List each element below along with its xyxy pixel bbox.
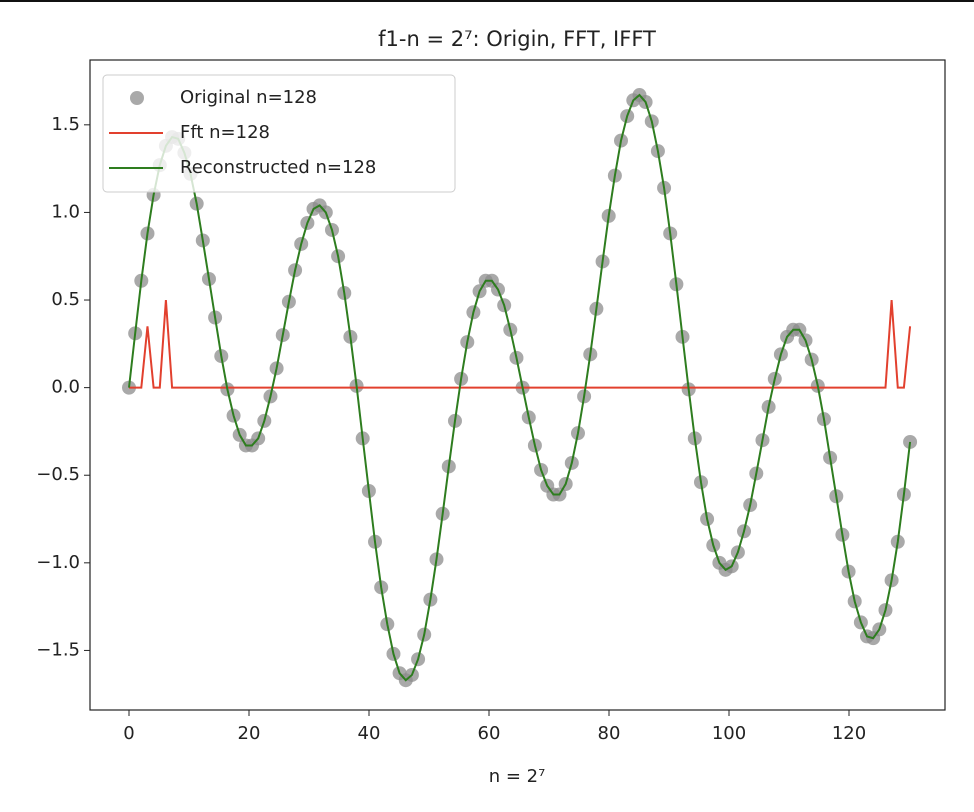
legend-label: Fft n=128 [180, 122, 270, 143]
series-line [129, 299, 912, 389]
legend-label: Reconstructed n=128 [180, 157, 376, 178]
x-tick-label: 120 [832, 723, 866, 744]
x-axis-label: n = 2⁷ [489, 766, 546, 787]
x-tick-label: 60 [478, 723, 501, 744]
y-tick-label: 1.5 [51, 114, 80, 135]
y-tick-label: −0.5 [36, 464, 80, 485]
legend-box [102, 74, 456, 193]
y-tick-label: 0.5 [51, 289, 80, 310]
plot-frame [89, 59, 946, 711]
legend-label: Original n=128 [180, 87, 317, 108]
series-line [128, 93, 912, 682]
x-tick-label: 0 [123, 723, 134, 744]
y-tick-label: 0.0 [51, 377, 80, 398]
x-tick-label: 20 [238, 723, 261, 744]
y-tick-label: −1.0 [36, 552, 80, 573]
legend-marker [130, 91, 144, 105]
y-tick-label: 1.0 [51, 201, 80, 222]
top-border [0, 0, 974, 2]
x-tick-label: 40 [358, 723, 381, 744]
chart-title: f1-n = 2⁷: Origin, FFT, IFFT [378, 27, 656, 51]
x-tick-label: 80 [598, 723, 621, 744]
y-tick-label: −1.5 [36, 639, 80, 660]
x-tick-label: 100 [712, 723, 746, 744]
